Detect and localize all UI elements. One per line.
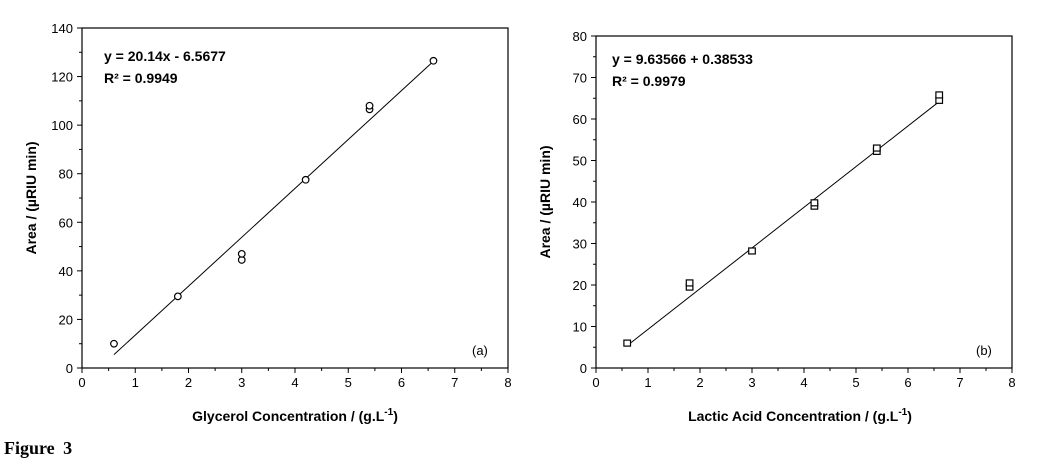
x-tick-label-b-0: 0 [592,375,599,390]
data-point-a-7 [429,56,438,65]
data-point-a-3 [237,249,246,258]
r-squared-a: R² = 0.9949 [104,70,178,86]
x-tick-label-b-3: 3 [748,375,755,390]
x-tick-label-a-0: 0 [78,375,85,390]
figure-caption: Figure 3 [4,438,73,458]
y-tick-label-a-7: 140 [51,21,73,36]
x-tick-label-a-2: 2 [185,375,192,390]
y-tick-label-a-2: 40 [59,264,73,279]
fit-line-b [626,101,940,346]
x-tick-label-b-4: 4 [800,375,807,390]
x-tick-label-a-6: 6 [398,375,405,390]
y-tick-label-a-4: 80 [59,167,73,182]
x-tick-label-b-6: 6 [904,375,911,390]
fit-equation-b: y = 9.63566 + 0.38533 [612,51,753,67]
fit-equation-a: y = 20.14x - 6.5677 [104,48,226,64]
y-tick-label-b-7: 70 [573,71,587,86]
y-tick-label-b-4: 40 [573,195,587,210]
x-tick-label-a-4: 4 [291,375,298,390]
y-axis-title-b: Area / (µRIU min) [537,145,553,258]
panel-label-a: (a) [472,343,488,358]
data-point-b-7 [872,144,881,152]
y-tick-label-a-3: 60 [59,215,73,230]
y-tick-label-b-3: 30 [573,237,587,252]
y-tick-label-a-6: 120 [51,70,73,85]
data-point-b-5 [810,199,819,207]
data-point-b-2 [685,279,694,287]
y-tick-label-b-8: 80 [573,29,587,44]
y-tick-label-a-0: 0 [66,361,73,376]
x-axis-title-a: Glycerol Concentration / (g.L-1) [192,407,398,424]
x-tick-label-b-7: 7 [956,375,963,390]
y-tick-label-b-1: 10 [573,320,587,335]
x-axis-title-b: Lactic Acid Concentration / (g.L-1) [688,407,912,424]
x-tick-label-b-5: 5 [852,375,859,390]
panel-label-b: (b) [976,343,992,358]
data-point-b-3 [748,247,756,255]
fit-line-a [113,60,434,356]
x-tick-label-b-8: 8 [1008,375,1015,390]
y-tick-label-a-1: 20 [59,312,73,327]
y-tick-label-b-2: 20 [573,278,587,293]
x-tick-label-a-7: 7 [451,375,458,390]
x-tick-label-b-2: 2 [696,375,703,390]
x-tick-label-b-1: 1 [644,375,651,390]
data-point-a-4 [301,175,310,184]
y-tick-label-b-5: 50 [573,154,587,169]
y-axis-title-a: Area / (µRIU min) [23,141,39,254]
data-point-a-6 [365,101,374,110]
r-squared-b: R² = 0.9979 [612,73,686,89]
x-tick-label-a-5: 5 [345,375,352,390]
y-tick-label-b-0: 0 [580,361,587,376]
data-point-a-0 [110,339,118,348]
x-tick-label-a-8: 8 [504,375,511,390]
x-tick-label-a-3: 3 [238,375,245,390]
y-tick-label-a-5: 100 [51,118,73,133]
data-point-a-1 [173,292,182,301]
x-tick-label-a-1: 1 [132,375,139,390]
data-point-b-0 [623,339,632,347]
data-point-b-9 [935,91,944,99]
y-tick-label-b-6: 60 [573,112,587,127]
